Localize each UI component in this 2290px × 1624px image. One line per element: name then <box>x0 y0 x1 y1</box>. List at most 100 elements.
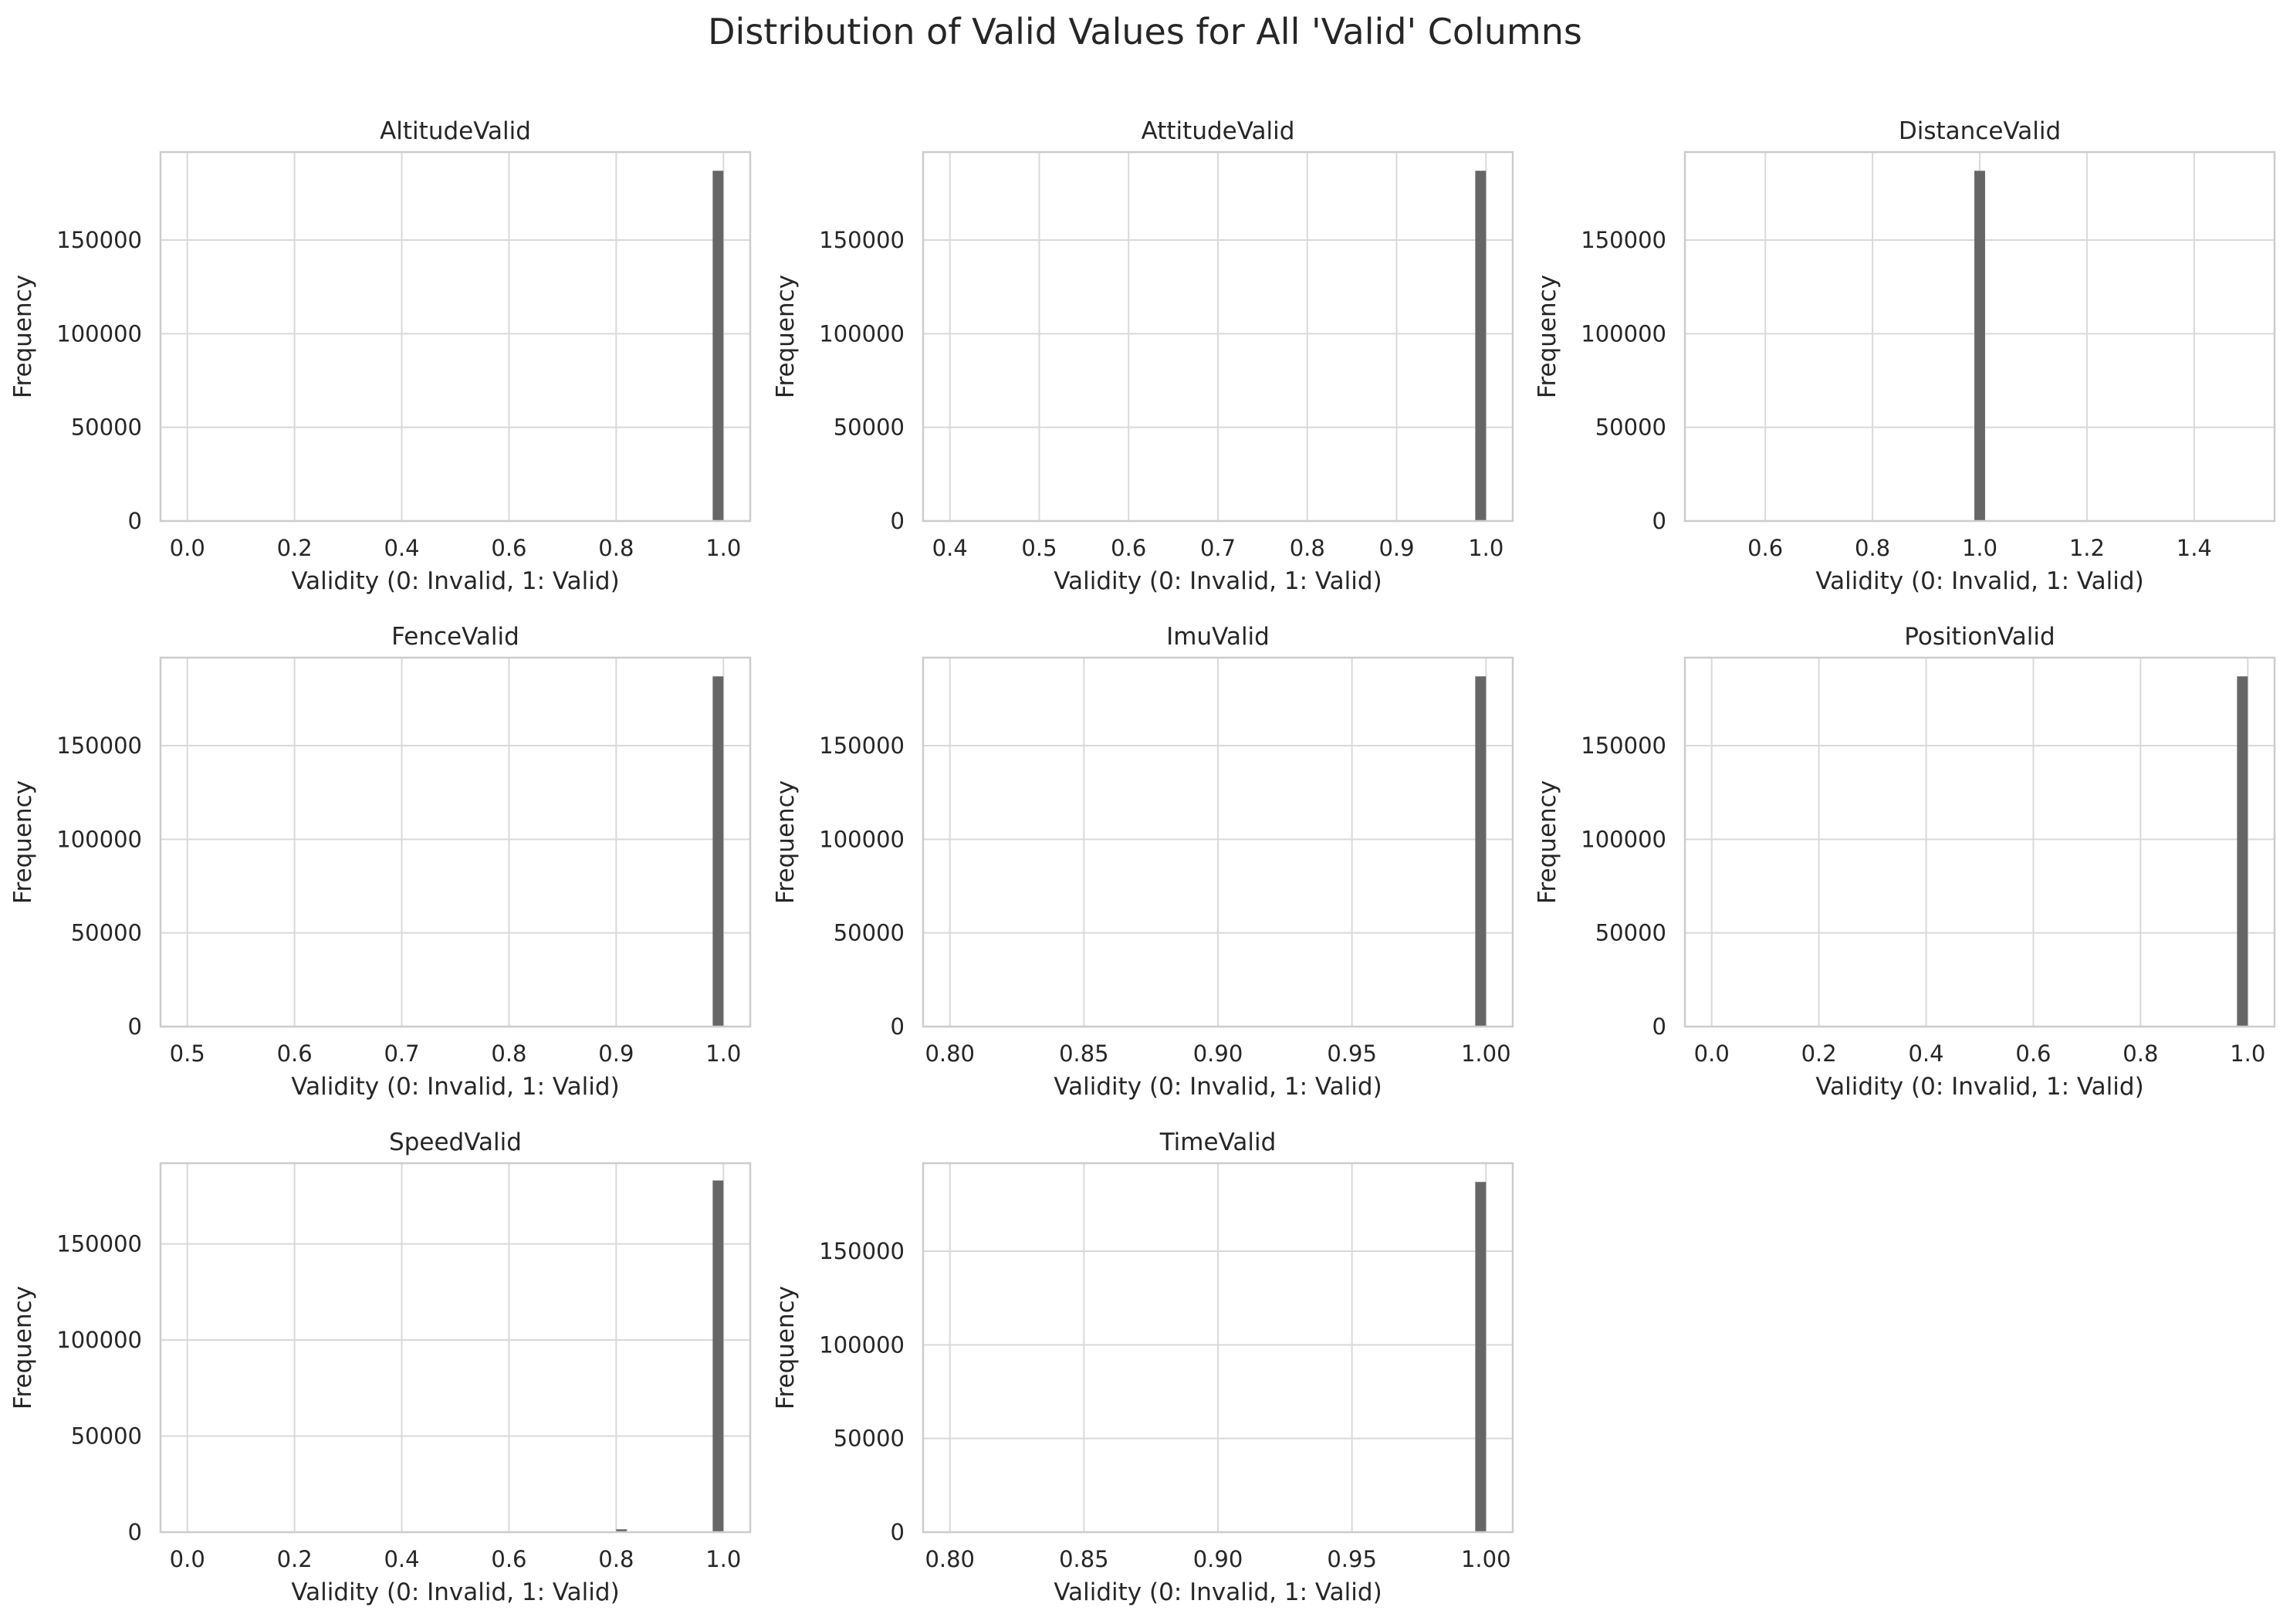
y-tick-label: 50000 <box>834 1426 905 1452</box>
x-axis-label: Validity (0: Invalid, 1: Valid) <box>291 1073 619 1101</box>
subplot-distancevalid: 0.6 0.8 1.0 1.2 1.4 0 50000 100000 150000 Distanc… <box>1534 117 2276 595</box>
y-tick-label: 100000 <box>56 826 142 852</box>
x-tick-label: 0.6 <box>2015 1040 2051 1067</box>
subplot-speedvalid: 0.0 0.2 0.4 0.6 0.8 1.0 0 50000 100000 150000 Spee… <box>9 1128 752 1606</box>
x-tick-label: 1.0 <box>705 1040 741 1067</box>
histogram-bar <box>1475 676 1487 1027</box>
y-tick-label: 50000 <box>1595 920 1666 946</box>
x-axis-label: Validity (0: Invalid, 1: Valid) <box>1815 1073 2143 1101</box>
y-tick-label: 100000 <box>819 1331 905 1358</box>
y-tick-label: 50000 <box>834 920 905 946</box>
x-axis-label: Validity (0: Invalid, 1: Valid) <box>1054 1578 1382 1606</box>
subplot-title: DistanceValid <box>1899 117 2061 145</box>
y-tick-label: 150000 <box>819 227 905 253</box>
x-tick-label: 0.8 <box>1290 535 1325 561</box>
y-axis-label: Frequency <box>9 1286 37 1409</box>
x-tick-label: 1.0 <box>705 535 741 561</box>
x-tick-label: 1.0 <box>705 1546 741 1572</box>
x-tick-label: 0.8 <box>1855 535 1890 561</box>
y-axis-label: Frequency <box>772 1286 800 1409</box>
x-tick-label: 0.7 <box>1200 535 1236 561</box>
y-tick-label: 150000 <box>56 732 142 759</box>
x-tick-label: 0.4 <box>384 1546 419 1572</box>
x-tick-label: 1.0 <box>2230 1040 2265 1067</box>
x-tick-label: 0.4 <box>1908 1040 1943 1067</box>
x-tick-label: 0.2 <box>277 1546 313 1572</box>
y-tick-label: 50000 <box>71 1423 142 1450</box>
y-tick-label: 0 <box>128 1013 142 1040</box>
y-tick-label: 150000 <box>819 1238 905 1264</box>
y-axis-label: Frequency <box>1534 275 1561 398</box>
y-axis-label: Frequency <box>9 275 37 398</box>
y-tick-label: 150000 <box>1581 227 1666 253</box>
subplot-positionvalid: 0.0 0.2 0.4 0.6 0.8 1.0 0 50000 100000 150000 Posi… <box>1534 623 2276 1101</box>
x-tick-label: 1.2 <box>2069 535 2105 561</box>
subplot-fencevalid: 0.5 0.6 0.7 0.8 0.9 1.0 0 50000 100000 150000 Fenc… <box>9 623 752 1101</box>
x-tick-label: 1.0 <box>1962 535 1997 561</box>
x-tick-label: 0.85 <box>1059 1546 1109 1572</box>
axes-frame <box>922 151 1514 523</box>
x-tick-label: 0.4 <box>384 535 419 561</box>
x-tick-label: 0.85 <box>1059 1040 1109 1067</box>
y-axis-label: Frequency <box>772 275 800 398</box>
x-tick-label: 0.0 <box>1694 1040 1730 1067</box>
y-tick-label: 0 <box>891 1519 905 1545</box>
x-tick-label: 1.0 <box>1468 535 1504 561</box>
histogram-bar <box>712 1180 724 1532</box>
y-axis-label: Frequency <box>9 780 37 904</box>
x-tick-label: 0.8 <box>2123 1040 2158 1067</box>
x-axis-label: Validity (0: Invalid, 1: Valid) <box>291 1578 619 1606</box>
y-tick-label: 150000 <box>1581 732 1666 759</box>
y-axis-label: Frequency <box>772 780 800 904</box>
x-tick-label: 1.00 <box>1461 1040 1511 1067</box>
x-axis-label: Validity (0: Invalid, 1: Valid) <box>1815 567 2143 595</box>
y-tick-label: 100000 <box>56 320 142 347</box>
subplot-imuvalid: 0.80 0.85 0.90 0.95 1.00 0 50000 100000 150000 Im… <box>772 623 1514 1101</box>
x-tick-label: 0.9 <box>1378 535 1414 561</box>
y-tick-label: 150000 <box>56 1231 142 1257</box>
x-tick-label: 0.6 <box>1747 535 1783 561</box>
axes-frame <box>159 151 752 523</box>
x-tick-label: 0.6 <box>277 1040 313 1067</box>
x-tick-label: 0.8 <box>598 1546 634 1572</box>
histogram-bar <box>616 1529 627 1532</box>
histogram-bar <box>1974 171 1985 521</box>
x-tick-label: 0.8 <box>598 535 634 561</box>
subplot-timevalid: 0.80 0.85 0.90 0.95 1.00 0 50000 100000 150000 Ti… <box>772 1128 1514 1606</box>
x-tick-label: 0.7 <box>384 1040 419 1067</box>
y-tick-label: 100000 <box>1581 826 1666 852</box>
x-tick-label: 0.0 <box>170 1546 205 1572</box>
x-tick-label: 0.2 <box>277 535 313 561</box>
x-axis-label: Validity (0: Invalid, 1: Valid) <box>1054 567 1382 595</box>
x-tick-label: 0.0 <box>170 535 205 561</box>
subplot-title: AltitudeValid <box>380 117 531 145</box>
y-tick-label: 0 <box>128 508 142 534</box>
x-tick-label: 0.95 <box>1327 1546 1377 1572</box>
x-tick-label: 0.90 <box>1193 1040 1243 1067</box>
axes-frame <box>1683 151 2276 523</box>
y-tick-label: 50000 <box>1595 414 1666 441</box>
subplot-altitudevalid: 0.0 0.2 0.4 0.6 0.8 1.0 0 50000 100000 150000 Alti… <box>9 117 752 595</box>
axes-frame <box>922 1162 1514 1534</box>
y-tick-label: 0 <box>891 1013 905 1040</box>
figure-title: Distribution of Valid Values for All 'Va… <box>708 11 1582 52</box>
y-tick-label: 50000 <box>71 920 142 946</box>
y-axis-label: Frequency <box>1534 780 1561 904</box>
subplot-title: AttitudeValid <box>1142 117 1295 145</box>
histogram-bar <box>712 676 724 1027</box>
axes-frame <box>159 1162 752 1534</box>
x-tick-label: 0.6 <box>1111 535 1146 561</box>
axes-frame <box>1683 656 2276 1028</box>
x-tick-label: 0.6 <box>491 535 526 561</box>
y-tick-label: 0 <box>1652 508 1666 534</box>
x-tick-label: 1.4 <box>2177 535 2212 561</box>
histogram-bar <box>1475 1182 1487 1532</box>
x-tick-label: 0.5 <box>1021 535 1057 561</box>
subplot-title: ImuValid <box>1166 623 1270 651</box>
x-axis-label: Validity (0: Invalid, 1: Valid) <box>1054 1073 1382 1101</box>
subplot-attitudevalid: 0.4 0.5 0.6 0.7 0.8 0.9 1.0 0 50000 100000 150000 A… <box>772 117 1514 595</box>
axes-frame <box>922 656 1514 1028</box>
histogram-bar <box>712 171 724 521</box>
subplot-title: SpeedValid <box>389 1128 522 1156</box>
